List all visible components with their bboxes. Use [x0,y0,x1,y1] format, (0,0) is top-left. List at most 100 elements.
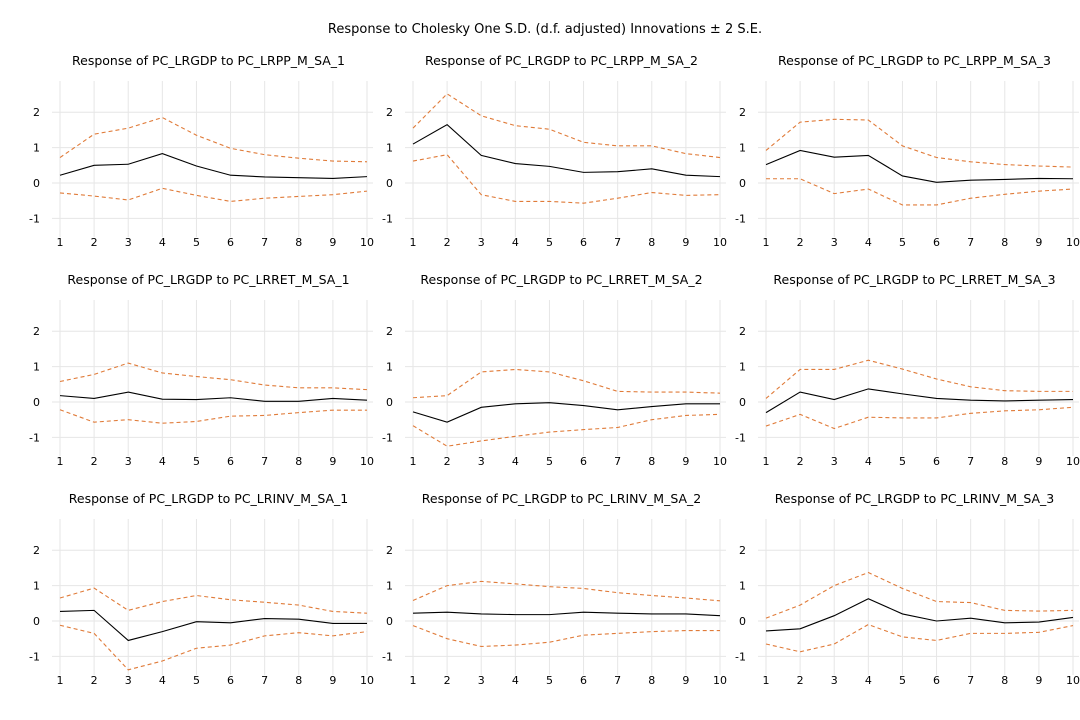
x-tick-label: 5 [546,236,553,249]
upper-band-line [412,368,721,399]
x-tick-label: 10 [713,455,727,468]
x-tick-label: 8 [295,455,302,468]
x-tick-label: 7 [614,455,621,468]
irf-response-line [765,149,1074,183]
irf-chart-5: Response of PC_LRGDP to PC_LRRET_M_SA_2 -… [382,272,727,468]
panel-title: Response of PC_LRGDP to PC_LRRET_M_SA_3 [773,272,1055,287]
irf-chart-8: Response of PC_LRGDP to PC_LRINV_M_SA_2 -… [382,491,727,687]
x-tick-label: 6 [227,455,234,468]
x-tick-label: 6 [580,455,587,468]
lower-band-line [412,413,721,447]
x-tick-label: 9 [329,455,336,468]
y-tick-label: 0 [739,396,746,409]
upper-band-line [59,362,368,391]
irf-panel-7: Response of PC_LRGDP to PC_LRINV_M_SA_1 -… [20,486,375,705]
irf-chart-9: Response of PC_LRGDP to PC_LRINV_M_SA_3 -… [735,491,1080,687]
figure-title: Response to Cholesky One S.D. (d.f. adju… [327,22,763,37]
x-tick-label: 5 [546,455,553,468]
x-tick-label: 9 [682,455,689,468]
irf-panel-1: Response of PC_LRGDP to PC_LRPP_M_SA_1 -1… [20,48,375,267]
x-tick-label: 9 [682,674,689,687]
lower-band-line [766,178,1074,206]
x-tick-label: 6 [227,236,234,249]
y-tick-label: -1 [735,212,746,225]
x-tick-label: 6 [933,674,940,687]
irf-response-line [412,123,721,178]
x-tick-label: 8 [295,236,302,249]
x-tick-label: 4 [512,674,519,687]
x-tick-label: 5 [193,236,200,249]
x-tick-label: 4 [865,674,872,687]
x-tick-label: 6 [933,236,940,249]
x-tick-label: 10 [1066,674,1080,687]
upper-band-line [412,580,721,602]
irf-panel-2: Response of PC_LRGDP to PC_LRPP_M_SA_2 -1… [373,48,728,267]
x-tick-label: 5 [899,236,906,249]
lower-band-line [765,406,1074,430]
x-tick-label: 1 [763,236,770,249]
x-tick-label: 1 [57,236,64,249]
x-tick-label: 5 [193,455,200,468]
y-tick-label: 1 [386,361,393,374]
x-tick-label: 3 [831,674,838,687]
y-tick-label: 1 [386,580,393,593]
irf-chart-4: Response of PC_LRGDP to PC_LRRET_M_SA_1 -… [29,272,374,468]
x-tick-label: 2 [91,455,98,468]
irf-response-line [59,609,367,642]
x-tick-label: 7 [261,455,268,468]
y-tick-label: 2 [386,544,393,557]
x-tick-label: 3 [831,455,838,468]
irf-response-line [765,598,1074,632]
x-tick-label: 4 [159,674,166,687]
irf-panel-8: Response of PC_LRGDP to PC_LRINV_M_SA_2 -… [373,486,728,705]
upper-band-line [765,571,1074,619]
lower-band-line [59,409,367,424]
x-tick-label: 9 [329,674,336,687]
x-tick-label: 10 [360,455,374,468]
x-tick-label: 9 [1035,236,1042,249]
x-tick-label: 10 [1066,455,1080,468]
irf-panel-5: Response of PC_LRGDP to PC_LRRET_M_SA_2 -… [373,267,728,486]
irf-panel-9: Response of PC_LRGDP to PC_LRINV_M_SA_3 -… [726,486,1080,705]
x-tick-label: 3 [478,455,485,468]
x-tick-label: 4 [512,236,519,249]
x-tick-label: 9 [682,236,689,249]
x-tick-label: 1 [410,674,417,687]
upper-band-line [765,359,1073,399]
x-tick-label: 7 [261,674,268,687]
x-tick-label: 1 [763,674,770,687]
y-tick-label: 1 [33,361,40,374]
x-tick-label: 10 [360,236,374,249]
irf-chart-2: Response of PC_LRGDP to PC_LRPP_M_SA_2 -1… [382,53,727,249]
x-tick-label: 1 [410,455,417,468]
x-tick-label: 9 [1035,674,1042,687]
panel-title: Response of PC_LRGDP to PC_LRPP_M_SA_1 [72,53,345,68]
x-tick-label: 8 [648,455,655,468]
x-tick-label: 5 [546,674,553,687]
x-tick-label: 3 [125,455,132,468]
x-tick-label: 9 [1035,455,1042,468]
y-tick-label: -1 [382,212,393,225]
x-tick-label: 8 [1001,236,1008,249]
x-tick-label: 7 [261,236,268,249]
x-tick-label: 6 [227,674,234,687]
upper-band-line [765,118,1074,168]
x-tick-label: 10 [713,236,727,249]
x-tick-label: 7 [967,674,974,687]
y-tick-label: 0 [386,615,393,628]
panel-title: Response of PC_LRGDP to PC_LRINV_M_SA_2 [422,491,702,506]
irf-chart-7: Response of PC_LRGDP to PC_LRINV_M_SA_1 -… [29,491,374,687]
x-tick-label: 4 [159,236,166,249]
x-tick-label: 2 [444,455,451,468]
y-tick-label: 1 [739,580,746,593]
y-tick-label: 1 [386,142,393,155]
x-tick-label: 2 [91,674,98,687]
x-tick-label: 2 [797,455,804,468]
x-tick-label: 5 [193,674,200,687]
panel-title: Response of PC_LRGDP to PC_LRRET_M_SA_1 [67,272,349,287]
x-tick-label: 4 [159,455,166,468]
x-tick-label: 2 [91,236,98,249]
y-tick-label: 2 [739,325,746,338]
y-tick-label: 2 [33,544,40,557]
x-tick-label: 7 [614,236,621,249]
